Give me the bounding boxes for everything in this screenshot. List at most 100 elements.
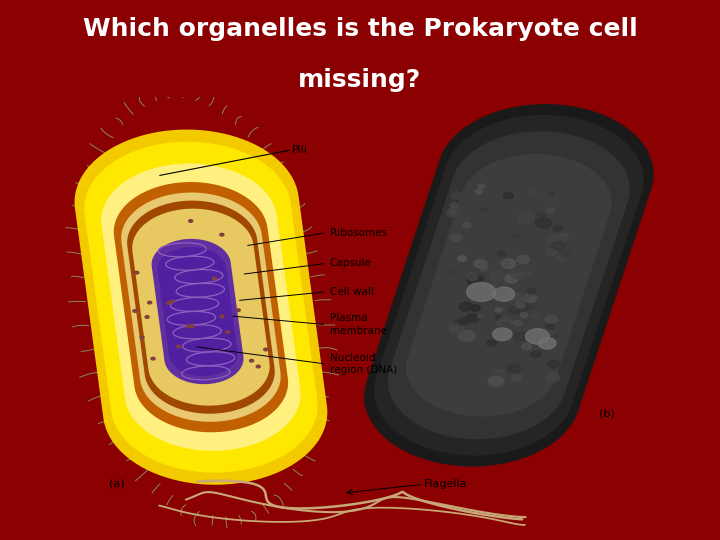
Polygon shape [158, 247, 238, 376]
Circle shape [546, 248, 556, 255]
Circle shape [495, 316, 502, 320]
Circle shape [133, 309, 137, 312]
Circle shape [510, 293, 523, 301]
Polygon shape [388, 131, 630, 439]
Circle shape [531, 351, 541, 357]
Circle shape [467, 275, 482, 285]
Circle shape [557, 255, 567, 261]
Circle shape [446, 208, 459, 217]
Circle shape [501, 259, 516, 268]
Circle shape [537, 212, 546, 218]
Circle shape [490, 271, 505, 281]
Circle shape [500, 322, 510, 329]
Text: Nucleoid
region (DNA): Nucleoid region (DNA) [330, 353, 397, 375]
Circle shape [451, 231, 467, 241]
Circle shape [557, 233, 568, 241]
Polygon shape [84, 141, 318, 472]
Circle shape [466, 314, 479, 322]
Circle shape [492, 288, 504, 295]
Circle shape [508, 307, 520, 314]
Circle shape [480, 266, 488, 271]
Circle shape [549, 192, 554, 195]
Text: (a): (a) [109, 478, 124, 489]
Circle shape [189, 220, 193, 222]
Circle shape [264, 348, 268, 351]
Circle shape [256, 365, 261, 368]
Text: Which organelles is the Prokaryote cell: Which organelles is the Prokaryote cell [83, 17, 637, 41]
Circle shape [526, 329, 549, 344]
Polygon shape [132, 208, 270, 406]
Circle shape [477, 314, 483, 318]
Circle shape [487, 340, 497, 346]
Polygon shape [121, 193, 281, 422]
Circle shape [166, 302, 171, 305]
Text: Plasma
membrane: Plasma membrane [330, 313, 387, 336]
Circle shape [527, 322, 542, 333]
Circle shape [546, 373, 559, 382]
Circle shape [498, 318, 513, 327]
Circle shape [512, 375, 521, 381]
Circle shape [535, 218, 552, 228]
Circle shape [151, 357, 155, 360]
Circle shape [492, 287, 515, 301]
Circle shape [170, 300, 174, 303]
Circle shape [471, 283, 478, 288]
Circle shape [559, 251, 571, 258]
Circle shape [474, 260, 487, 268]
Circle shape [528, 319, 542, 328]
Circle shape [501, 261, 509, 266]
Circle shape [220, 233, 224, 236]
Circle shape [463, 222, 471, 227]
Polygon shape [114, 182, 288, 433]
Circle shape [547, 208, 555, 213]
Text: Cell wall: Cell wall [330, 287, 374, 297]
Circle shape [548, 235, 559, 242]
Circle shape [475, 190, 482, 194]
Circle shape [492, 287, 507, 297]
Circle shape [480, 208, 487, 213]
Circle shape [495, 307, 503, 312]
Circle shape [552, 241, 565, 250]
Circle shape [140, 336, 144, 339]
Circle shape [177, 345, 181, 348]
Circle shape [553, 226, 562, 232]
Polygon shape [406, 154, 612, 417]
Circle shape [498, 251, 506, 256]
Circle shape [558, 237, 567, 242]
Circle shape [492, 328, 512, 341]
Circle shape [528, 297, 536, 302]
Circle shape [522, 343, 531, 350]
Circle shape [145, 316, 149, 318]
Circle shape [546, 324, 554, 329]
Text: Ribosomes: Ribosomes [330, 228, 387, 238]
Circle shape [546, 315, 557, 323]
Circle shape [186, 325, 190, 327]
Text: Flagella: Flagella [424, 480, 468, 489]
Circle shape [484, 316, 495, 323]
Circle shape [518, 213, 534, 223]
Circle shape [523, 294, 536, 303]
Circle shape [472, 275, 485, 282]
Circle shape [135, 271, 139, 274]
Polygon shape [127, 200, 275, 414]
Circle shape [492, 363, 503, 369]
Text: Pili: Pili [292, 145, 308, 154]
Circle shape [519, 303, 531, 310]
Circle shape [532, 314, 540, 319]
Circle shape [470, 305, 480, 312]
Circle shape [148, 301, 152, 304]
Circle shape [489, 372, 505, 382]
Circle shape [516, 302, 525, 308]
Circle shape [488, 376, 503, 386]
Circle shape [552, 333, 558, 338]
Circle shape [449, 324, 464, 334]
Circle shape [528, 190, 538, 195]
Circle shape [458, 256, 467, 261]
Circle shape [513, 332, 527, 341]
Circle shape [541, 349, 547, 353]
Circle shape [236, 309, 240, 312]
Text: Capsule: Capsule [330, 259, 372, 268]
Circle shape [510, 269, 525, 279]
Circle shape [459, 302, 473, 311]
Circle shape [212, 277, 217, 280]
